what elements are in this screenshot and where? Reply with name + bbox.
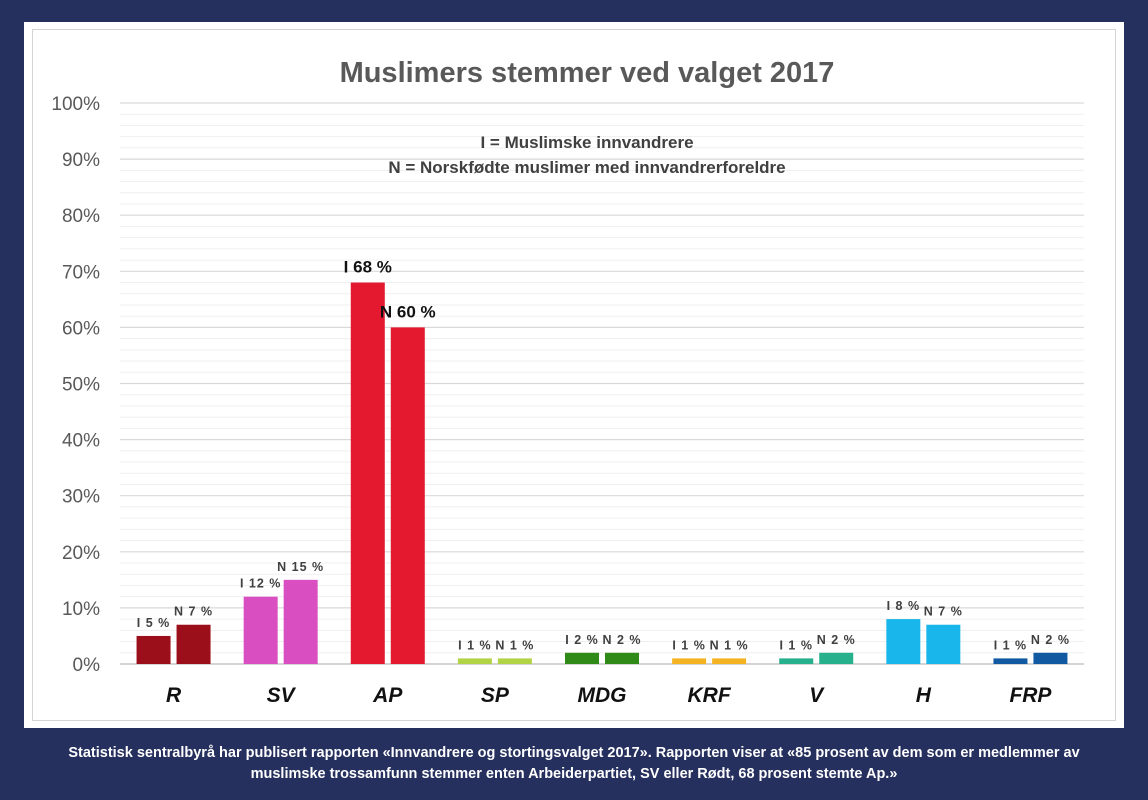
x-tick-label-ap: AP — [372, 684, 403, 707]
bar-i-v — [779, 658, 814, 664]
bar-i-sp — [457, 658, 492, 664]
data-label-i-sv: I 12 % — [240, 577, 281, 591]
bar-n-sp — [497, 658, 532, 664]
bar-i-mdg — [565, 652, 599, 664]
x-axis: R SV AP SP MDG KRF V H FRP — [166, 684, 1052, 707]
data-label-i-v: I 1 % — [779, 638, 813, 652]
data-label-n-sv: N 15 % — [277, 560, 324, 574]
x-tick-label-krf: KRF — [688, 684, 732, 707]
data-label-i-krf: I 1 % — [672, 638, 706, 652]
y-tick-label: 20% — [62, 543, 100, 564]
x-tick-label-frp: FRP — [1009, 684, 1052, 707]
bar-i-h — [886, 619, 921, 664]
bar-i-frp — [993, 658, 1028, 664]
bar-i-krf — [672, 658, 707, 664]
bar-n-ap — [390, 327, 425, 664]
legend-annotation-i: I = Muslimske innvandrere — [480, 133, 693, 152]
data-label-i-frp: I 1 % — [994, 638, 1028, 652]
data-label-n-sp: N 1 % — [495, 638, 534, 652]
grid — [120, 102, 1084, 665]
x-tick-label-mdg: MDG — [578, 684, 627, 707]
y-tick-label: 50% — [62, 375, 100, 396]
bar-chart: Muslimers stemmer ved valget 2017 I = Mu… — [51, 57, 1084, 707]
y-tick-label: 90% — [62, 150, 100, 171]
data-label-i-ap: I 68 % — [344, 258, 392, 277]
bar-n-v — [819, 652, 854, 664]
x-tick-label-h: H — [916, 684, 932, 707]
bar-n-frp — [1033, 652, 1068, 664]
y-tick-label: 30% — [62, 487, 100, 508]
data-label-n-krf: N 1 % — [710, 638, 749, 652]
legend-annotation-n: N = Norskfødte muslimer med innvandrerfo… — [388, 158, 785, 177]
x-tick-label-sp: SP — [481, 684, 510, 707]
y-tick-label: 40% — [62, 431, 100, 452]
data-label-i-h: I 8 % — [887, 599, 921, 613]
caption-line-2: muslimske trossamfunn stemmer enten Arbe… — [250, 766, 898, 782]
bar-i-r — [136, 635, 171, 664]
data-label-i-sp: I 1 % — [458, 638, 492, 652]
data-label-n-v: N 2 % — [817, 633, 856, 647]
bars — [136, 282, 1068, 664]
data-label-n-ap: N 60 % — [380, 302, 436, 321]
bar-n-krf — [712, 658, 747, 664]
data-label-n-r: N 7 % — [174, 605, 213, 619]
y-tick-label: 10% — [62, 599, 100, 620]
y-tick-label: 100% — [51, 94, 100, 115]
y-tick-label: 60% — [62, 318, 100, 339]
chart-title: Muslimers stemmer ved valget 2017 — [340, 57, 835, 89]
bar-n-mdg — [605, 652, 639, 664]
bar-i-sv — [243, 596, 278, 664]
bar-n-h — [926, 624, 961, 664]
y-axis: 0% 10% 20% 30% 40% 50% 60% 70% 80% 90% 100% — [51, 94, 100, 676]
caption: Statistisk sentralbyrå har publisert rap… — [30, 743, 1118, 785]
data-label-i-r: I 5 % — [137, 616, 171, 630]
chart-frame: Muslimers stemmer ved valget 2017 I = Mu… — [24, 22, 1124, 728]
y-tick-label: 0% — [73, 655, 101, 676]
bar-n-r — [176, 624, 211, 664]
y-tick-label: 80% — [62, 206, 100, 227]
data-labels: I 5 %N 7 %I 12 %N 15 %I 68 %N 60 %I 1 % N… — [137, 258, 1070, 653]
x-tick-label-v: V — [809, 684, 825, 707]
x-tick-label-r: R — [166, 684, 182, 707]
data-label-i-mdg: I 2 % — [565, 633, 599, 647]
y-tick-label: 70% — [62, 262, 100, 283]
chart-border — [32, 29, 1116, 721]
data-label-n-h: N 7 % — [924, 605, 963, 619]
x-tick-label-sv: SV — [267, 684, 297, 707]
bar-i-ap — [350, 282, 385, 664]
data-label-n-frp: N 2 % — [1031, 633, 1070, 647]
bar-n-sv — [283, 579, 318, 664]
caption-line-1: Statistisk sentralbyrå har publisert rap… — [68, 745, 1080, 761]
data-label-n-mdg: N 2 % — [602, 633, 641, 647]
